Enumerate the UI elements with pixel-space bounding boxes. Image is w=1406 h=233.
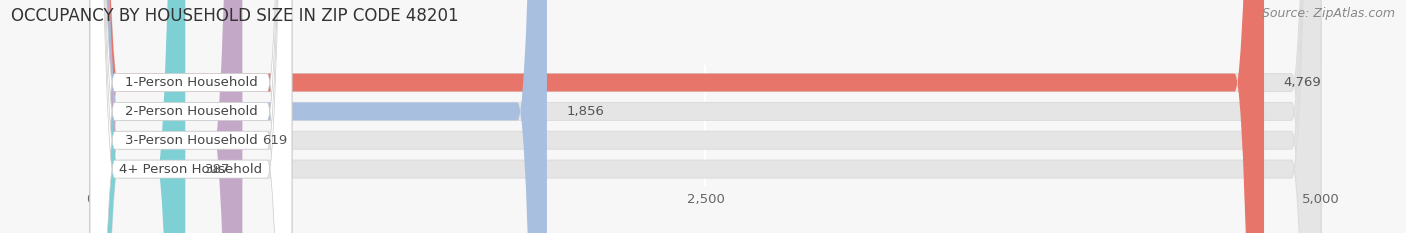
Text: 387: 387 <box>205 163 231 176</box>
FancyBboxPatch shape <box>90 0 1320 233</box>
FancyBboxPatch shape <box>90 0 547 233</box>
FancyBboxPatch shape <box>90 0 186 233</box>
FancyBboxPatch shape <box>90 0 1320 233</box>
Text: 1,856: 1,856 <box>567 105 605 118</box>
FancyBboxPatch shape <box>90 0 292 233</box>
FancyBboxPatch shape <box>90 0 1320 233</box>
FancyBboxPatch shape <box>90 0 242 233</box>
Text: 3-Person Household: 3-Person Household <box>125 134 257 147</box>
Text: 4,769: 4,769 <box>1284 76 1322 89</box>
FancyBboxPatch shape <box>90 0 1320 233</box>
FancyBboxPatch shape <box>90 0 292 233</box>
Text: 619: 619 <box>262 134 287 147</box>
Text: 2-Person Household: 2-Person Household <box>125 105 257 118</box>
FancyBboxPatch shape <box>90 0 292 233</box>
Text: 1-Person Household: 1-Person Household <box>125 76 257 89</box>
Text: OCCUPANCY BY HOUSEHOLD SIZE IN ZIP CODE 48201: OCCUPANCY BY HOUSEHOLD SIZE IN ZIP CODE … <box>11 7 458 25</box>
Text: Source: ZipAtlas.com: Source: ZipAtlas.com <box>1261 7 1395 20</box>
FancyBboxPatch shape <box>90 0 1264 233</box>
Text: 4+ Person Household: 4+ Person Household <box>120 163 263 176</box>
FancyBboxPatch shape <box>90 0 292 233</box>
